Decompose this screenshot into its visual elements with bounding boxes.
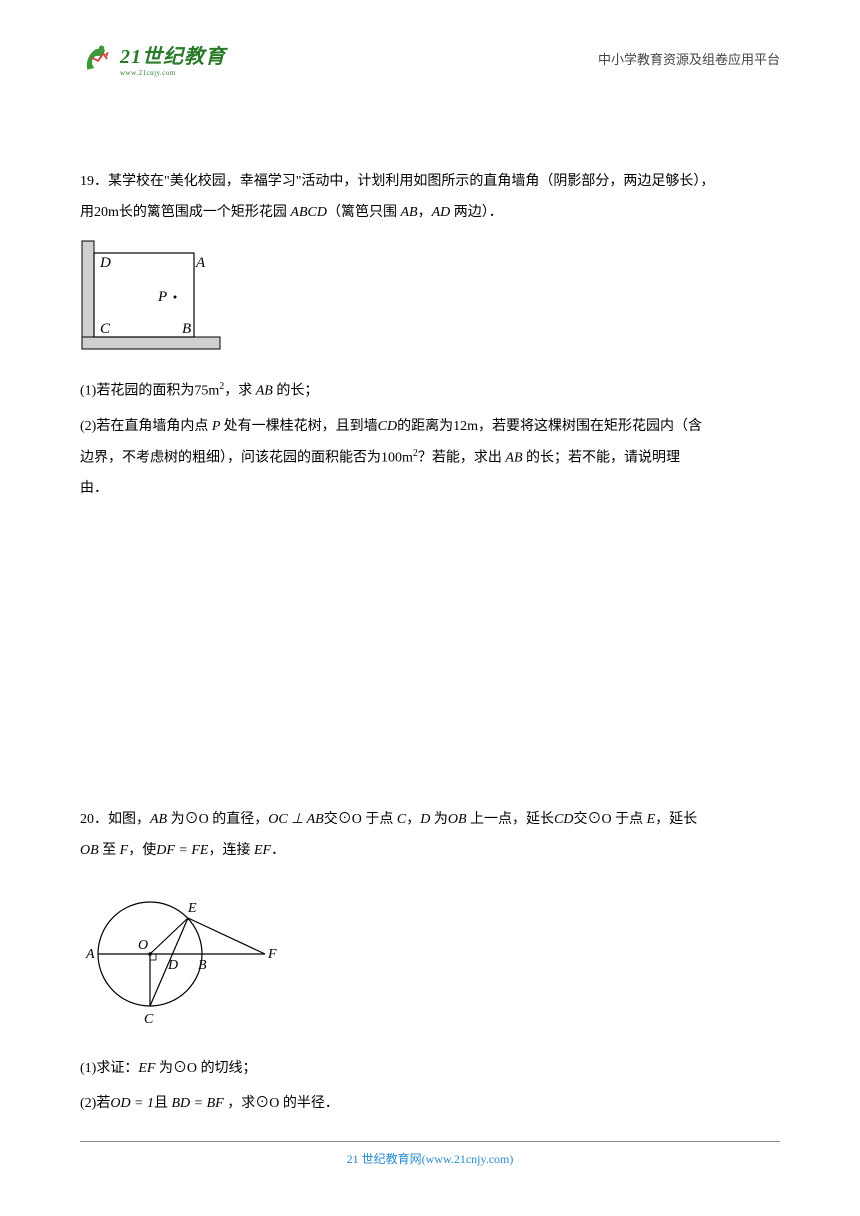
p20-line1: 20．如图，AB 为⊙O 的直径，OC ⊥ AB交⊙O 于点 C，D 为OB 上… — [80, 805, 780, 836]
svg-text:C: C — [144, 1012, 154, 1027]
logo-url: www.21cnjy.com — [120, 69, 226, 77]
svg-text:D: D — [99, 255, 111, 271]
p20-figure: A B C D E F O — [80, 876, 780, 1044]
svg-text:C: C — [100, 321, 111, 337]
svg-text:A: A — [85, 947, 95, 962]
p19-figure: D A C B P — [80, 239, 780, 367]
logo-title: 21世纪教育 — [120, 40, 226, 69]
logo: 21世纪教育 www.21cnjy.com — [80, 40, 226, 77]
svg-text:E: E — [187, 901, 197, 916]
page-header: 21世纪教育 www.21cnjy.com 中小学教育资源及组卷应用平台 — [80, 40, 780, 77]
p19-statement: 19．某学校在"美化校园，幸福学习"活动中，计划利用如图所示的直角墙角（阴影部分… — [80, 167, 780, 198]
p19-q1: (1)若花园的面积为75m2，求 AB 的长； — [80, 376, 780, 407]
svg-text:D: D — [167, 958, 178, 973]
problem-20: 20．如图，AB 为⊙O 的直径，OC ⊥ AB交⊙O 于点 C，D 为OB 上… — [80, 805, 780, 1120]
p19-line1: 某学校在"美化校园，幸福学习"活动中，计划利用如图所示的直角墙角（阴影部分，两边… — [108, 174, 714, 189]
problem-19: 19．某学校在"美化校园，幸福学习"活动中，计划利用如图所示的直角墙角（阴影部分… — [80, 167, 780, 505]
svg-text:F: F — [267, 947, 277, 962]
p19-number: 19． — [80, 174, 108, 189]
p19-q2-line3: 由． — [80, 474, 780, 505]
content-area: 19．某学校在"美化校园，幸福学习"活动中，计划利用如图所示的直角墙角（阴影部分… — [80, 167, 780, 1120]
p19-line2: 用20m长的篱笆围成一个矩形花园 ABCD（篱笆只围 AB，AD 两边）． — [80, 198, 780, 229]
svg-text:B: B — [182, 321, 191, 337]
page-footer: 21 世纪教育网(www.21cnjy.com) — [80, 1141, 780, 1168]
svg-text:B: B — [198, 958, 207, 973]
spacer — [80, 525, 780, 805]
header-subtitle: 中小学教育资源及组卷应用平台 — [598, 49, 780, 68]
svg-text:P: P — [157, 289, 167, 305]
p20-q2: (2)若OD = 1且 BD = BF ，求⊙O 的半径． — [80, 1089, 780, 1120]
svg-text:O: O — [138, 938, 148, 953]
p19-q2-line2: 边界，不考虑树的粗细），问该花园的面积能否为100m2？若能，求出 AB 的长；… — [80, 443, 780, 474]
p20-number: 20． — [80, 812, 108, 827]
logo-icon — [80, 41, 116, 77]
svg-text:A: A — [195, 255, 206, 271]
p20-line2: OB 至 F，使DF = FE，连接 EF． — [80, 836, 780, 867]
logo-text: 21世纪教育 www.21cnjy.com — [120, 40, 226, 77]
p20-q1: (1)求证：EF 为⊙O 的切线； — [80, 1054, 780, 1085]
p19-q2: (2)若在直角墙角内点 P 处有一棵桂花树，且到墙CD的距离为12m，若要将这棵… — [80, 412, 780, 443]
footer-text: 21 世纪教育网(www.21cnjy.com) — [347, 1152, 514, 1166]
